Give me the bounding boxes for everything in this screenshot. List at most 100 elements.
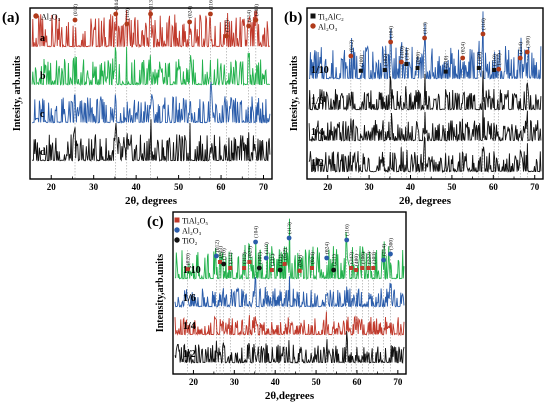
peak-label: (113) [422,22,429,34]
plot-frame [306,7,544,180]
x-tick-label: 40 [132,182,142,192]
x-tick-label: 20 [189,377,199,387]
peak-label: (109) [476,52,483,64]
peak-marker-circle [208,11,213,17]
legend-marker-circle [310,23,316,29]
peak-marker-square [218,260,223,264]
peak-marker-circle [517,55,523,61]
chart-panel-1: (b) 20 30 40 50 60 70 2θ, degrees Intesity, arb.… [284,7,544,207]
x-tick-label: 40 [271,377,281,387]
peak-label: (103) [370,252,377,264]
peak-label: (210) [443,56,450,68]
peak-marker-square [282,262,287,266]
peak-label: (122) [496,53,503,65]
series-label: d [40,147,46,158]
peak-marker-circle [388,251,393,257]
peak-label: (111) [227,252,234,264]
peak-label: (024) [324,242,331,254]
x-axis-label: 2θ, degrees [399,195,452,207]
legend-label: Al₂O₃ [41,13,61,22]
peak-marker-square [404,62,409,66]
y-axis-label: Intesity, arb.units [12,56,23,131]
peak-marker-circle [399,59,404,65]
peak-label: (102) [382,54,389,66]
peak-marker-square [358,68,363,73]
peak-marker-square [371,266,376,270]
legend-label: Ti₃AlC₂ [318,13,344,22]
legend-marker-circle [33,13,39,19]
peak-marker-circle [224,33,229,39]
peak-label: (012) [213,240,220,252]
series-label: 1/10 [183,265,201,276]
x-tick-label: 50 [312,377,322,387]
peak-marker-square [360,266,365,270]
x-tick-label: 50 [174,182,184,192]
peak-marker-circle [253,239,258,245]
peak-marker-square [492,68,497,72]
peak-label: (012) [348,40,355,52]
peak-label: (111) [277,254,284,266]
peak-label: (023) [246,246,253,258]
legend-marker-square [174,217,180,223]
peak-label: (020) [185,253,192,265]
plot-frame [29,7,273,180]
x-tick-label: 20 [323,182,333,192]
peak-marker-circle [221,261,227,267]
peak-marker-square [366,266,371,270]
peak-marker-circle [246,23,252,29]
series-label: 1/6 [311,96,324,107]
legend-marker-square [310,13,316,19]
series-label: 1/2 [183,349,196,360]
peak-label: (211) [331,254,338,266]
peak-label: (110) [221,248,228,260]
x-axis-label: 2θ, degrees [125,195,178,207]
peak-marker-circle [187,19,193,25]
y-axis-label: Intesity, arb.units [289,56,300,131]
y-axis-label: Intensity,arb.units [155,254,166,332]
peak-label: (242) [348,252,355,264]
peak-marker-square [247,260,252,264]
chart-panel-0: (a) 20 30 40 50 60 70 2θ, degrees Intesity, arb.… [2,0,273,207]
peak-marker-circle [524,49,530,55]
peak-label: (104) [113,0,120,10]
peak-label: (116) [344,224,351,236]
peak-marker-circle [256,265,262,271]
peak-marker-circle [381,257,386,263]
x-tick-label: 30 [365,182,375,192]
series-label: a [40,33,45,44]
legend-label: TiO₂ [182,237,198,246]
peak-label: (101) [256,252,263,264]
x-tick-label: 60 [352,377,362,387]
peak-label: (012) [72,4,79,16]
peak-marker-square [269,268,274,272]
peak-marker-circle [213,253,219,259]
peak-marker-square [443,69,448,74]
peak-marker-circle [148,11,153,17]
peak-marker-circle [388,39,394,45]
x-tick-label: 40 [406,182,416,192]
x-tick-label: 70 [530,182,540,192]
legend-marker-circle [174,227,180,233]
peak-marker-square [476,66,481,70]
peak-marker-circle [263,255,269,261]
peak-marker-circle [348,53,354,59]
peak-label: (110) [263,242,270,254]
peak-label: (104) [403,48,410,60]
peak-label: (006) [415,52,422,64]
peak-label: (023) [217,246,224,258]
legend-label: TiAl₂O₅ [182,217,208,226]
peak-marker-square [354,268,359,272]
peak-label: (214) [517,42,524,54]
series-line-1/4 [308,102,542,142]
series-line-b [31,46,270,87]
series-line-1/4 [174,311,405,337]
panel-label: (a) [2,10,20,26]
peak-label: (214) [381,244,388,256]
peak-marker-circle [277,267,283,273]
series-line-1/6 [308,70,542,111]
peak-label: (400) [353,254,360,266]
series-label: 1/4 [183,321,196,332]
chart-panel-2: (c) 20 30 40 50 60 70 2θ,degrees Intensity,arb.u… [147,211,407,402]
peak-label: (024) [309,252,316,264]
